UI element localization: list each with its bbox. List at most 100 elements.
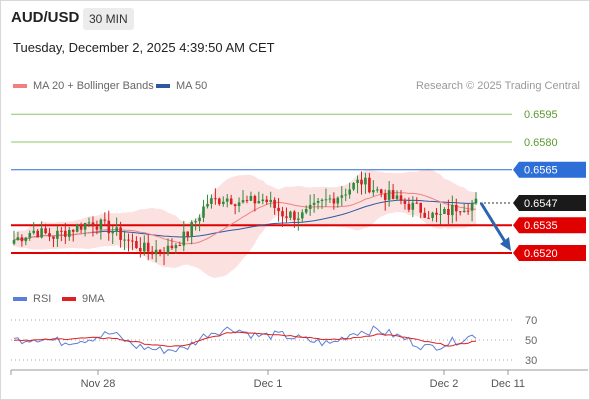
price-label-tag xyxy=(513,161,586,178)
candle-body xyxy=(423,212,426,218)
candle-body xyxy=(427,217,430,219)
candle-body xyxy=(411,202,415,210)
candle-body xyxy=(83,223,87,230)
candle-body xyxy=(91,222,95,227)
legend-ma50-label: MA 50 xyxy=(176,80,208,92)
credit-text: Research © 2025 Trading Central xyxy=(415,80,580,92)
candle-body xyxy=(52,236,55,239)
legend-rsi-label: RSI xyxy=(33,293,52,305)
bollinger-band xyxy=(14,168,476,278)
candle-body xyxy=(407,203,411,210)
candle-body xyxy=(360,179,363,185)
candle-body xyxy=(182,231,186,246)
candle-body xyxy=(474,198,478,204)
candle-body xyxy=(356,179,359,183)
candle-body xyxy=(174,245,178,249)
candle-body xyxy=(277,207,280,212)
candle-body xyxy=(28,233,32,238)
candle-body xyxy=(194,221,197,223)
price-label-resistance: 0.6580 xyxy=(524,137,558,149)
candle-body xyxy=(348,189,351,195)
candle-body xyxy=(241,200,245,203)
candle-body xyxy=(257,201,261,204)
candle-body xyxy=(198,217,201,222)
ma20-swatch xyxy=(13,84,27,88)
candle-body xyxy=(316,201,320,203)
candle-body xyxy=(48,233,51,237)
candle-body xyxy=(206,204,209,207)
candle-body xyxy=(99,219,103,230)
legend-rsi: RSI xyxy=(13,293,51,305)
rsi-level-label: 30 xyxy=(525,355,537,367)
candle-body xyxy=(123,239,126,241)
candle-body xyxy=(443,209,446,214)
legend-rsi-ma: 9MA xyxy=(62,293,105,305)
price-label-tag xyxy=(513,217,586,234)
candle-body xyxy=(336,197,340,204)
candle-body xyxy=(103,219,107,221)
candle-body xyxy=(237,202,241,206)
candle-body xyxy=(150,251,154,255)
candle-body xyxy=(56,230,59,239)
candle-body xyxy=(32,230,35,234)
candle-body xyxy=(435,212,438,215)
ma50-swatch xyxy=(156,84,170,88)
candle-body xyxy=(107,220,111,234)
candle-body xyxy=(210,198,213,204)
rsi-ma-swatch xyxy=(62,297,76,301)
candle-body xyxy=(439,214,442,215)
candle-body xyxy=(281,211,284,217)
price-label-resistance: 0.6595 xyxy=(524,109,558,121)
candle-body xyxy=(170,245,174,249)
candle-body xyxy=(352,183,355,190)
legend-ma50: MA 50 xyxy=(156,80,207,92)
candle-body xyxy=(162,252,166,255)
candle-body xyxy=(16,237,20,241)
candle-body xyxy=(60,230,63,232)
candle-body xyxy=(178,245,182,247)
candle-body xyxy=(222,201,225,204)
candle-body xyxy=(36,230,39,238)
candle-body xyxy=(146,242,150,252)
candle-body xyxy=(387,190,391,200)
candle-body xyxy=(24,237,28,242)
candle-body xyxy=(415,202,419,204)
forecast-arrow-head xyxy=(500,236,511,251)
candle-body xyxy=(395,195,399,199)
timeframe-button[interactable]: 30 MIN xyxy=(83,8,134,30)
candle-body xyxy=(289,211,292,218)
candle-body xyxy=(273,199,276,208)
candle-body xyxy=(458,211,462,213)
candle-body xyxy=(344,194,347,196)
candle-body xyxy=(455,205,458,212)
price-label-support: 0.6520 xyxy=(524,248,558,260)
candle-body xyxy=(115,227,118,232)
candle-body xyxy=(225,198,229,202)
candle-body xyxy=(166,245,170,255)
candle-body xyxy=(154,249,158,255)
candle-body xyxy=(308,204,312,209)
candle-body xyxy=(376,189,379,191)
candle-body xyxy=(75,224,79,232)
candle-body xyxy=(301,212,304,219)
price-label-tag xyxy=(513,244,586,261)
x-tick-label: Dec 1 xyxy=(254,378,283,390)
x-tick-label: Dec 11 xyxy=(491,378,525,390)
candle-body xyxy=(332,198,336,204)
candle-body xyxy=(79,224,83,230)
x-tick-label: Nov 28 xyxy=(81,378,116,390)
price-label-last: 0.6547 xyxy=(524,198,558,210)
candle-body xyxy=(269,199,272,202)
candle-body xyxy=(119,227,122,240)
candle-body xyxy=(451,205,454,216)
candle-body xyxy=(328,198,332,200)
candle-body xyxy=(391,190,395,199)
candle-body xyxy=(111,231,114,234)
rsi-level-label: 50 xyxy=(525,335,537,347)
candle-body xyxy=(44,228,47,234)
candle-body xyxy=(40,228,43,238)
price-label-pivot: 0.6565 xyxy=(524,165,558,177)
rsi-level-label: 70 xyxy=(525,315,537,327)
candle-body xyxy=(399,195,403,201)
